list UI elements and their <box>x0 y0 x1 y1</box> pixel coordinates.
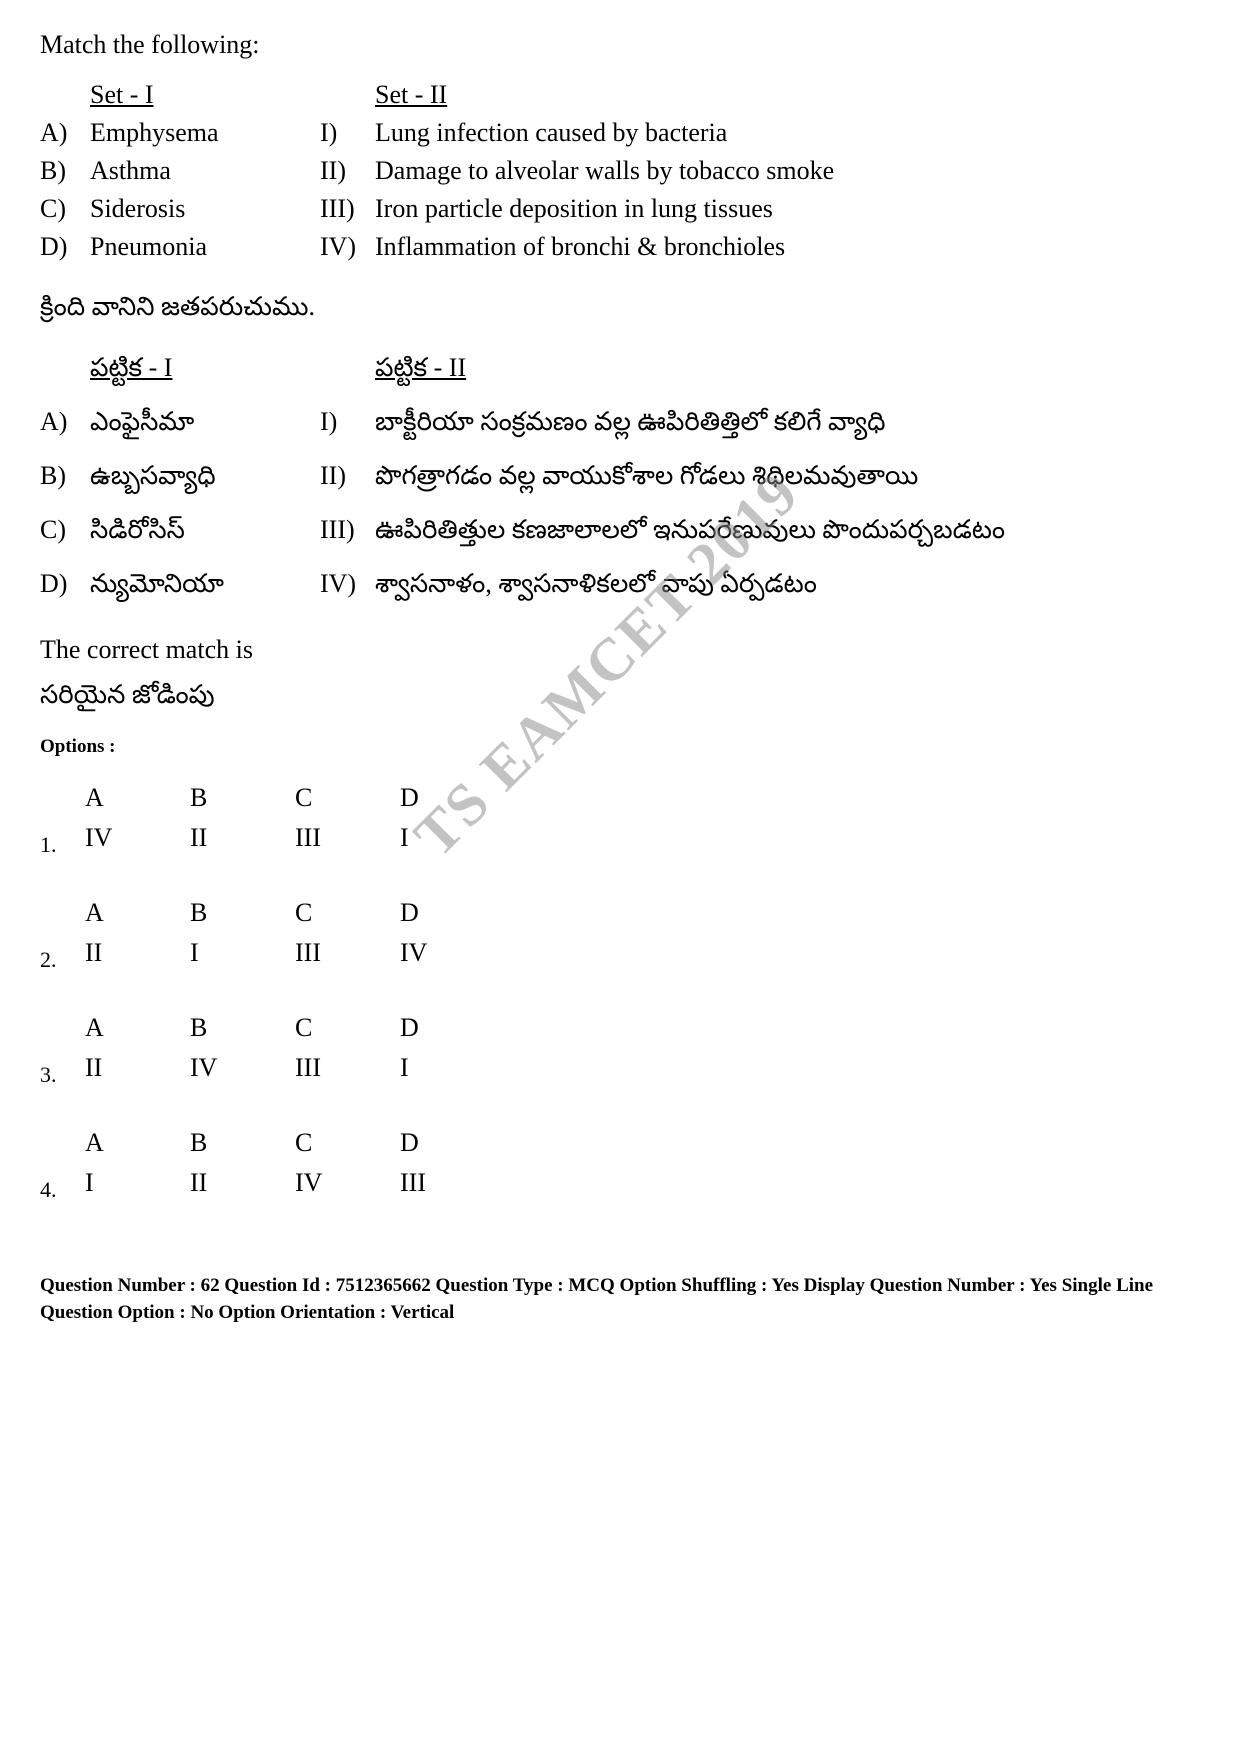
telugu-match-table: పట్టిక - I పట్టిక - II A) ఎంఫైసీమా I) బా… <box>40 353 1200 605</box>
options-label: Options : <box>40 736 1200 758</box>
row-label2: II) <box>320 156 375 186</box>
option-header-cell: A <box>70 1008 175 1048</box>
row-item1: Emphysema <box>90 118 320 148</box>
row-item1: సిడిరోసిస్ <box>90 515 320 551</box>
row-item1: ఉబ్బసవ్యాధి <box>90 461 320 497</box>
row-label2: IV) <box>320 569 375 605</box>
option-value-cell: II <box>175 818 280 858</box>
option-value-cell: III <box>280 1048 385 1088</box>
option-value-cell: III <box>280 933 385 973</box>
english-row: D) Pneumonia IV) Inflammation of bronchi… <box>40 232 1200 262</box>
row-label2: IV) <box>320 232 375 262</box>
option-value-cell: III <box>385 1163 490 1203</box>
telugu-row: B) ఉబ్బసవ్యాధి II) పొగత్రాగడం వల్ల వాయుక… <box>40 461 1200 497</box>
row-label1: D) <box>40 232 90 262</box>
row-label1: B) <box>40 156 90 186</box>
row-item1: ఎంఫైసీమా <box>90 407 320 443</box>
option-value-cell: I <box>385 818 490 858</box>
row-label1: D) <box>40 569 90 605</box>
option-header-cell: B <box>175 778 280 818</box>
option-header-cell: B <box>175 1123 280 1163</box>
row-label1: C) <box>40 194 90 224</box>
row-item2: ఊపిరితిత్తుల కణజాలాలలో ఇనుపరేణువులు పొంద… <box>375 515 1200 551</box>
row-item2: Damage to alveolar walls by tobacco smok… <box>375 156 1200 186</box>
option-4[interactable]: 4. A B C D I II IV III <box>40 1123 1200 1203</box>
row-item1: Asthma <box>90 156 320 186</box>
correct-match-en: The correct match is <box>40 635 1200 665</box>
english-match-table: Set - I Set - II A) Emphysema I) Lung in… <box>40 80 1200 262</box>
english-row: A) Emphysema I) Lung infection caused by… <box>40 118 1200 148</box>
option-number: 3. <box>40 1062 70 1088</box>
option-header-cell: A <box>70 1123 175 1163</box>
row-label1: A) <box>40 118 90 148</box>
option-value-cell: I <box>385 1048 490 1088</box>
row-label2: II) <box>320 461 375 497</box>
option-2[interactable]: 2. A B C D II I III IV <box>40 893 1200 973</box>
telugu-row: D) న్యుమోనియా IV) శ్వాసనాళం, శ్వాసనాళికల… <box>40 569 1200 605</box>
option-header-cell: C <box>280 1123 385 1163</box>
row-item2: Lung infection caused by bacteria <box>375 118 1200 148</box>
option-value-cell: I <box>70 1163 175 1203</box>
row-label1: C) <box>40 515 90 551</box>
option-value-cell: I <box>175 933 280 973</box>
telugu-row: C) సిడిరోసిస్ III) ఊపిరితిత్తుల కణజాలాలల… <box>40 515 1200 551</box>
row-label1: A) <box>40 407 90 443</box>
row-item2: Inflammation of bronchi & bronchioles <box>375 232 1200 262</box>
set2-header: Set - II <box>375 80 1200 110</box>
option-header-cell: B <box>175 893 280 933</box>
option-value-cell: IV <box>70 818 175 858</box>
row-item1: Pneumonia <box>90 232 320 262</box>
row-label2: III) <box>320 515 375 551</box>
set1-header: Set - I <box>90 80 320 110</box>
row-item2: పొగత్రాగడం వల్ల వాయుకోశాల గోడలు శిథిలమవు… <box>375 461 1200 497</box>
row-item1: న్యుమోనియా <box>90 569 320 605</box>
row-label2: III) <box>320 194 375 224</box>
row-label2: I) <box>320 118 375 148</box>
row-item2: Iron particle deposition in lung tissues <box>375 194 1200 224</box>
option-header-cell: A <box>70 778 175 818</box>
question-title: Match the following: <box>40 30 1200 60</box>
question-footer: Question Number : 62 Question Id : 75123… <box>40 1273 1200 1326</box>
option-1[interactable]: 1. A B C D IV II III I <box>40 778 1200 858</box>
english-header-row: Set - I Set - II <box>40 80 1200 110</box>
option-value-cell: IV <box>385 933 490 973</box>
telugu-instruction: క్రింది వానిని జతపరుచుము. <box>40 292 1200 328</box>
option-3[interactable]: 3. A B C D II IV III I <box>40 1008 1200 1088</box>
option-value-cell: IV <box>280 1163 385 1203</box>
option-header-cell: D <box>385 778 490 818</box>
english-row: B) Asthma II) Damage to alveolar walls b… <box>40 156 1200 186</box>
option-header-cell: D <box>385 893 490 933</box>
row-label2: I) <box>320 407 375 443</box>
row-item2: శ్వాసనాళం, శ్వాసనాళికలలో వాపు ఏర్పడటం <box>375 569 1200 605</box>
row-item2: బాక్టీరియా సంక్రమణం వల్ల ఊపిరితిత్తిలో క… <box>375 407 1200 443</box>
option-header-cell: B <box>175 1008 280 1048</box>
row-label1: B) <box>40 461 90 497</box>
option-header-cell: D <box>385 1123 490 1163</box>
correct-match-te: సరియైన జోడింపు <box>40 680 1200 716</box>
option-number: 2. <box>40 947 70 973</box>
option-header-cell: D <box>385 1008 490 1048</box>
option-value-cell: II <box>70 1048 175 1088</box>
row-item1: Siderosis <box>90 194 320 224</box>
option-value-cell: IV <box>175 1048 280 1088</box>
option-header-cell: C <box>280 778 385 818</box>
english-row: C) Siderosis III) Iron particle depositi… <box>40 194 1200 224</box>
telugu-header-row: పట్టిక - I పట్టిక - II <box>40 353 1200 389</box>
option-value-cell: II <box>175 1163 280 1203</box>
option-value-cell: II <box>70 933 175 973</box>
option-number: 4. <box>40 1177 70 1203</box>
option-header-cell: A <box>70 893 175 933</box>
set1-header-te: పట్టిక - I <box>90 353 320 389</box>
option-header-cell: C <box>280 1008 385 1048</box>
set2-header-te: పట్టిక - II <box>375 353 1200 389</box>
option-value-cell: III <box>280 818 385 858</box>
telugu-row: A) ఎంఫైసీమా I) బాక్టీరియా సంక్రమణం వల్ల … <box>40 407 1200 443</box>
option-header-cell: C <box>280 893 385 933</box>
option-number: 1. <box>40 832 70 858</box>
